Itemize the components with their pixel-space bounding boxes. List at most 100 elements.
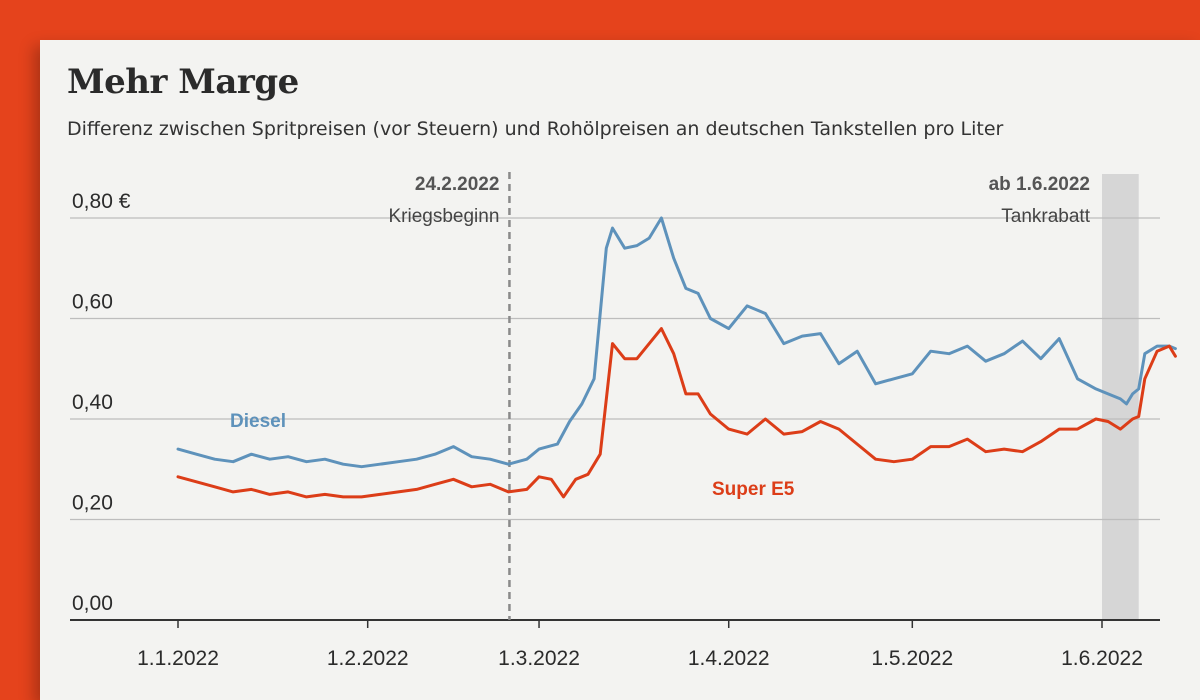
data-point bbox=[893, 378, 895, 380]
data-point bbox=[1125, 403, 1128, 405]
data-point bbox=[360, 465, 363, 468]
data-point bbox=[764, 312, 767, 315]
data-point bbox=[984, 360, 987, 363]
data-point bbox=[489, 483, 491, 486]
data-point bbox=[1095, 418, 1097, 420]
data-point bbox=[1021, 450, 1024, 453]
data-point bbox=[746, 433, 748, 435]
data-point bbox=[856, 443, 859, 445]
data-point bbox=[1003, 448, 1005, 450]
data-point bbox=[1003, 352, 1005, 355]
chart-subtitle: Differenz zwischen Spritpreisen (vor Ste… bbox=[67, 118, 1004, 140]
data-point bbox=[801, 335, 803, 337]
data-point bbox=[397, 491, 400, 493]
data-point bbox=[324, 493, 326, 496]
data-point bbox=[874, 383, 877, 385]
data-point bbox=[1058, 428, 1060, 430]
data-point bbox=[1144, 352, 1146, 355]
data-point bbox=[1076, 378, 1079, 380]
data-point bbox=[685, 393, 687, 395]
data-point bbox=[948, 445, 950, 448]
data-point bbox=[746, 305, 748, 307]
data-point bbox=[636, 244, 638, 247]
data-point bbox=[507, 491, 510, 493]
data-point bbox=[929, 445, 932, 448]
data-point bbox=[1119, 398, 1122, 400]
data-point bbox=[783, 433, 785, 435]
data-point bbox=[672, 352, 675, 355]
chart-card: Mehr Marge Differenz zwischen Spritpreis… bbox=[40, 40, 1200, 700]
data-point bbox=[556, 443, 559, 445]
data-point bbox=[636, 357, 638, 360]
data-point bbox=[213, 486, 216, 488]
data-point bbox=[1058, 337, 1060, 340]
x-tick-label: 1.2.2022 bbox=[327, 647, 409, 670]
data-point bbox=[874, 458, 877, 461]
data-point bbox=[605, 247, 608, 249]
series-line-super-e5 bbox=[176, 327, 1177, 499]
x-tick-label: 1.5.2022 bbox=[871, 647, 953, 670]
data-point bbox=[966, 438, 969, 440]
data-point bbox=[819, 332, 822, 335]
data-point bbox=[1144, 378, 1146, 380]
data-point bbox=[415, 458, 418, 461]
data-point bbox=[1095, 388, 1097, 390]
x-tick-label: 1.6.2022 bbox=[1061, 647, 1143, 670]
data-point bbox=[1107, 420, 1109, 423]
data-point bbox=[783, 342, 785, 345]
data-point bbox=[1174, 347, 1177, 350]
data-point bbox=[232, 491, 234, 493]
data-point bbox=[434, 483, 436, 486]
tankrabatt-date: ab 1.6.2022 bbox=[989, 174, 1090, 195]
line-chart: 0,80 € 0,60 0,40 0,20 0,00 1.1.2022 1.2.2022 1.… bbox=[70, 172, 1177, 670]
y-tick-label: 0,00 bbox=[72, 592, 113, 615]
data-point bbox=[250, 453, 253, 455]
data-point bbox=[697, 393, 699, 395]
data-point bbox=[599, 453, 602, 455]
data-point bbox=[660, 327, 663, 330]
data-point bbox=[525, 458, 528, 461]
data-point bbox=[342, 463, 345, 466]
data-point bbox=[434, 453, 436, 455]
data-point bbox=[660, 217, 663, 219]
data-point bbox=[268, 493, 271, 496]
y-tick-label: 0,20 bbox=[72, 492, 113, 515]
war-start-date: 24.2.2022 bbox=[415, 174, 500, 195]
data-point bbox=[623, 357, 626, 360]
data-point bbox=[984, 450, 987, 453]
data-point bbox=[470, 486, 473, 488]
series-label-super-e5: Super E5 bbox=[712, 479, 795, 500]
data-point bbox=[648, 237, 650, 239]
tankrabatt-shade bbox=[1102, 174, 1139, 620]
data-point bbox=[415, 488, 418, 491]
data-point bbox=[929, 350, 932, 352]
x-tick-label: 1.3.2022 bbox=[498, 647, 580, 670]
y-tick-label: 0,60 bbox=[72, 291, 113, 314]
data-point bbox=[611, 227, 614, 229]
tankrabatt-label: Tankrabatt bbox=[1001, 206, 1090, 227]
data-point bbox=[1076, 428, 1079, 430]
chart-title: Mehr Marge bbox=[67, 62, 299, 102]
data-point bbox=[568, 420, 571, 423]
data-point bbox=[911, 372, 914, 375]
data-point bbox=[360, 496, 363, 498]
data-point bbox=[648, 342, 650, 345]
data-point bbox=[177, 448, 179, 450]
data-point bbox=[250, 488, 253, 491]
data-point bbox=[397, 460, 400, 463]
data-point bbox=[1137, 388, 1140, 390]
data-point bbox=[489, 458, 491, 461]
data-point bbox=[764, 418, 767, 420]
data-point bbox=[623, 247, 626, 249]
data-point bbox=[538, 475, 540, 478]
data-point bbox=[727, 327, 730, 330]
data-point bbox=[593, 378, 595, 380]
data-point bbox=[856, 350, 859, 352]
data-point bbox=[1168, 345, 1171, 347]
data-point bbox=[538, 448, 540, 450]
data-point bbox=[685, 287, 687, 290]
data-point bbox=[819, 420, 822, 423]
war-start-label: Kriegsbeginn bbox=[389, 206, 500, 227]
data-point bbox=[195, 481, 198, 483]
data-point bbox=[672, 257, 675, 260]
